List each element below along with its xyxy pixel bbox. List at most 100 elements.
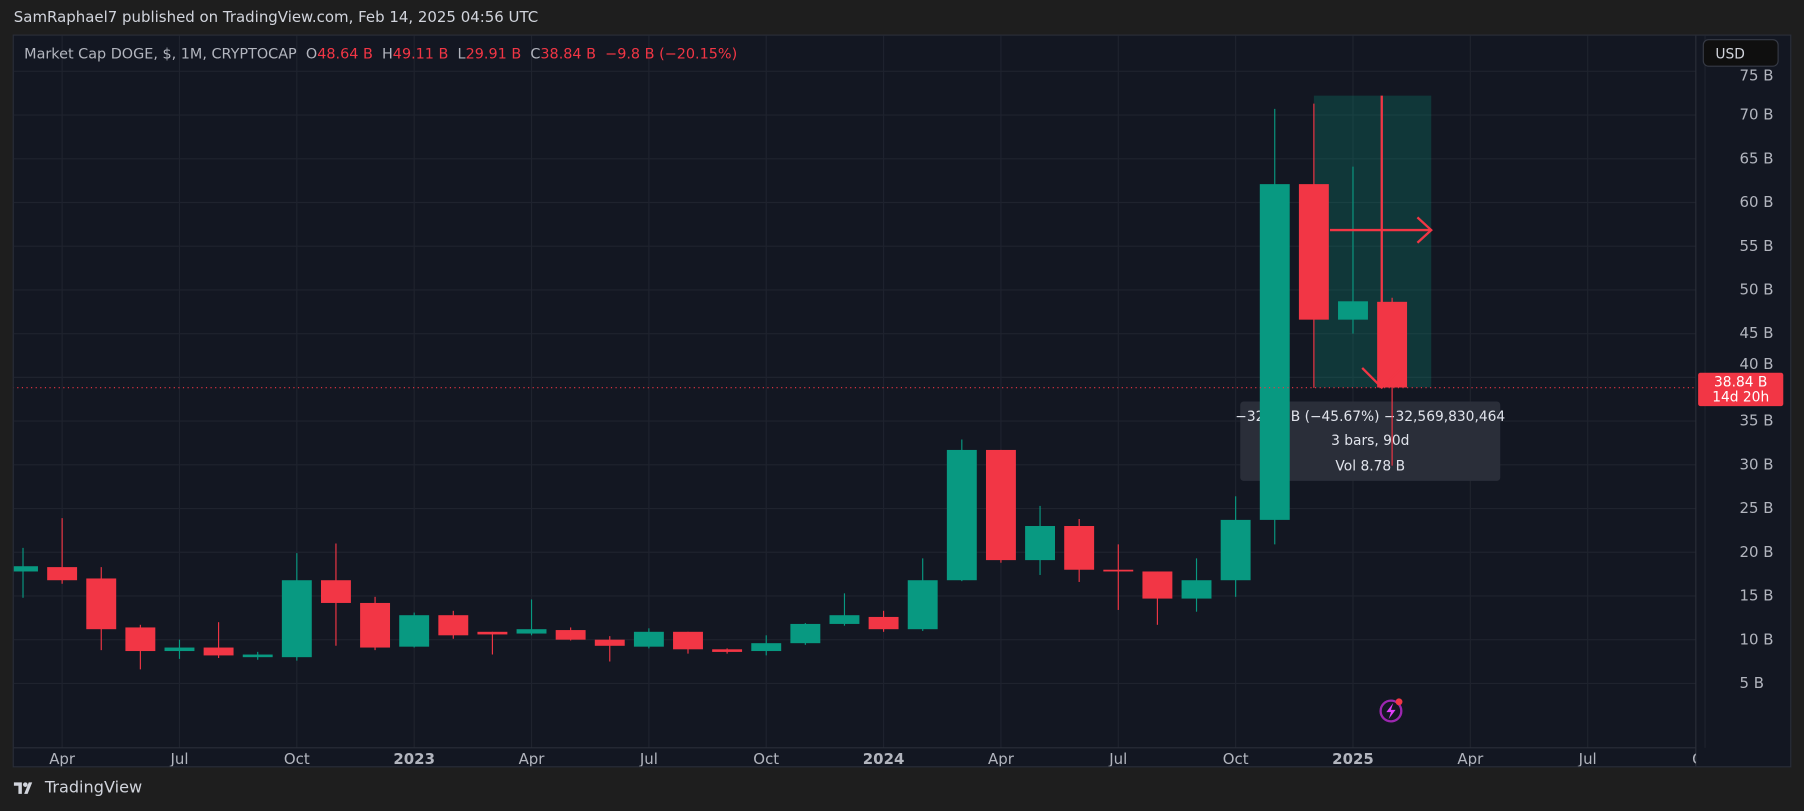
candle: [1025, 505, 1056, 575]
candle: [1142, 571, 1173, 625]
candle: [13, 547, 38, 598]
price-tick-label: 55 B: [1740, 237, 1774, 255]
candle: [751, 635, 782, 656]
price-tick-label: 70 B: [1740, 106, 1774, 124]
chart-pane[interactable]: −32.57 B (−45.67%) −32,569,830,464 3 bar…: [12, 34, 1792, 768]
candle-body: [47, 567, 78, 581]
candle: [516, 599, 547, 636]
lightning-event-icon[interactable]: [1379, 698, 1403, 723]
candle-body: [829, 615, 860, 624]
time-tick-label: Jul: [169, 750, 188, 767]
tooltip-bars: 3 bars, 90d: [1331, 433, 1409, 449]
candle: [633, 628, 664, 649]
candle-body: [868, 616, 899, 630]
price-tick-label: 20 B: [1740, 543, 1774, 561]
high-value: 49.11 B: [392, 44, 449, 63]
candle: [1181, 558, 1212, 612]
price-tick-label: 5 B: [1740, 674, 1765, 692]
time-tick-label: Jul: [1108, 750, 1127, 767]
candle: [868, 610, 899, 632]
time-axis[interactable]: Apr Jul Oct 2023 Apr Jul Oct 2024 Apr Jul Oct 2025 A…: [49, 750, 1718, 767]
candle-body: [164, 647, 195, 652]
candle-body: [594, 639, 625, 646]
candle-body: [1103, 569, 1134, 572]
candle-body: [1338, 301, 1368, 320]
candle: [790, 623, 821, 645]
candle-body: [633, 631, 664, 647]
candle-body: [1298, 184, 1329, 320]
open-value: 48.64 B: [317, 44, 373, 63]
candle: [673, 631, 703, 654]
time-tick-label: Oct: [1223, 750, 1249, 767]
candle: [47, 518, 78, 584]
candle-body: [712, 649, 743, 652]
price-tick-label: 40 B: [1740, 355, 1774, 373]
time-tick-label: Apr: [49, 750, 76, 767]
candle-body: [86, 578, 117, 630]
close-label: C: [530, 44, 541, 63]
candle-body: [242, 654, 273, 658]
footer-brand: TradingView: [44, 778, 143, 798]
candle: [360, 596, 391, 651]
vertical-arrow-head: [1361, 367, 1403, 390]
candle-body: [673, 631, 703, 650]
time-tick-label: Apr: [1457, 750, 1484, 767]
price-tick-label: 35 B: [1740, 412, 1774, 430]
close-value: 38.84 B: [540, 44, 597, 63]
candle: [1259, 108, 1290, 545]
candle-body: [1259, 184, 1290, 520]
candle: [1064, 519, 1095, 582]
candle: [829, 593, 860, 626]
tooltip-background: [1240, 401, 1501, 481]
change-value: −9.8 B (−20.15%): [605, 44, 738, 63]
candle: [594, 636, 625, 662]
horizontal-arrow-head: [1416, 216, 1433, 244]
candle: [1338, 166, 1368, 334]
footer: TradingView: [13, 778, 143, 798]
time-tick-label: Oct: [284, 750, 310, 767]
candle-body: [1025, 526, 1056, 561]
price-tick-label: 10 B: [1740, 630, 1774, 648]
candle: [438, 610, 469, 639]
publish-credit: SamRaphael7 published on TradingView.com…: [13, 9, 539, 27]
candle: [203, 622, 234, 659]
price-axis[interactable]: 5 B 10 B 15 B 20 B 25 B 30 B 35 B 40 B 45 B 50 B 5…: [1740, 67, 1774, 692]
tradingview-logo-icon: [13, 782, 33, 794]
time-tick-label: 2024: [863, 750, 905, 767]
candle-body: [360, 602, 391, 648]
currency-button[interactable]: USD: [1702, 39, 1779, 67]
time-tick-label: Jul: [1578, 750, 1597, 767]
candle-body: [281, 580, 312, 658]
price-tick-label: 75 B: [1740, 67, 1774, 85]
price-tick-label: 50 B: [1740, 281, 1774, 299]
candle-body: [985, 449, 1016, 561]
candle-body: [751, 643, 782, 652]
candle: [985, 449, 1016, 563]
low-value: 29.91 B: [465, 44, 522, 63]
candle: [477, 631, 508, 655]
candle-body: [907, 580, 938, 630]
candle: [242, 651, 273, 660]
price-tick-label: 15 B: [1740, 587, 1774, 605]
measure-tooltip: −32.57 B (−45.67%) −32,569,830,464 3 bar…: [1235, 401, 1505, 481]
candlestick-chart[interactable]: −32.57 B (−45.67%) −32,569,830,464 3 bar…: [13, 35, 1792, 768]
measure-range-area[interactable]: [1313, 95, 1432, 388]
candle-body: [790, 623, 821, 644]
measure-arrows: [1329, 95, 1433, 390]
candle-body: [399, 615, 430, 647]
price-tick-label: 60 B: [1740, 193, 1774, 211]
candle: [555, 627, 586, 641]
candle-body: [1181, 580, 1212, 599]
last-price-background: [1698, 372, 1784, 407]
measure-box[interactable]: [1313, 95, 1432, 388]
candle-body: [1064, 526, 1095, 570]
candle-body: [1220, 519, 1251, 581]
symbol-title[interactable]: Market Cap DOGE, $, 1M, CRYPTOCAP: [24, 44, 297, 63]
candle-body: [555, 630, 586, 640]
candle: [907, 558, 938, 631]
price-tick-label: 25 B: [1740, 499, 1774, 517]
candle-body: [477, 631, 508, 635]
candle: [320, 543, 351, 646]
tooltip-change: −32.57 B (−45.67%) −32,569,830,464: [1235, 409, 1505, 425]
candle: [1298, 103, 1329, 388]
